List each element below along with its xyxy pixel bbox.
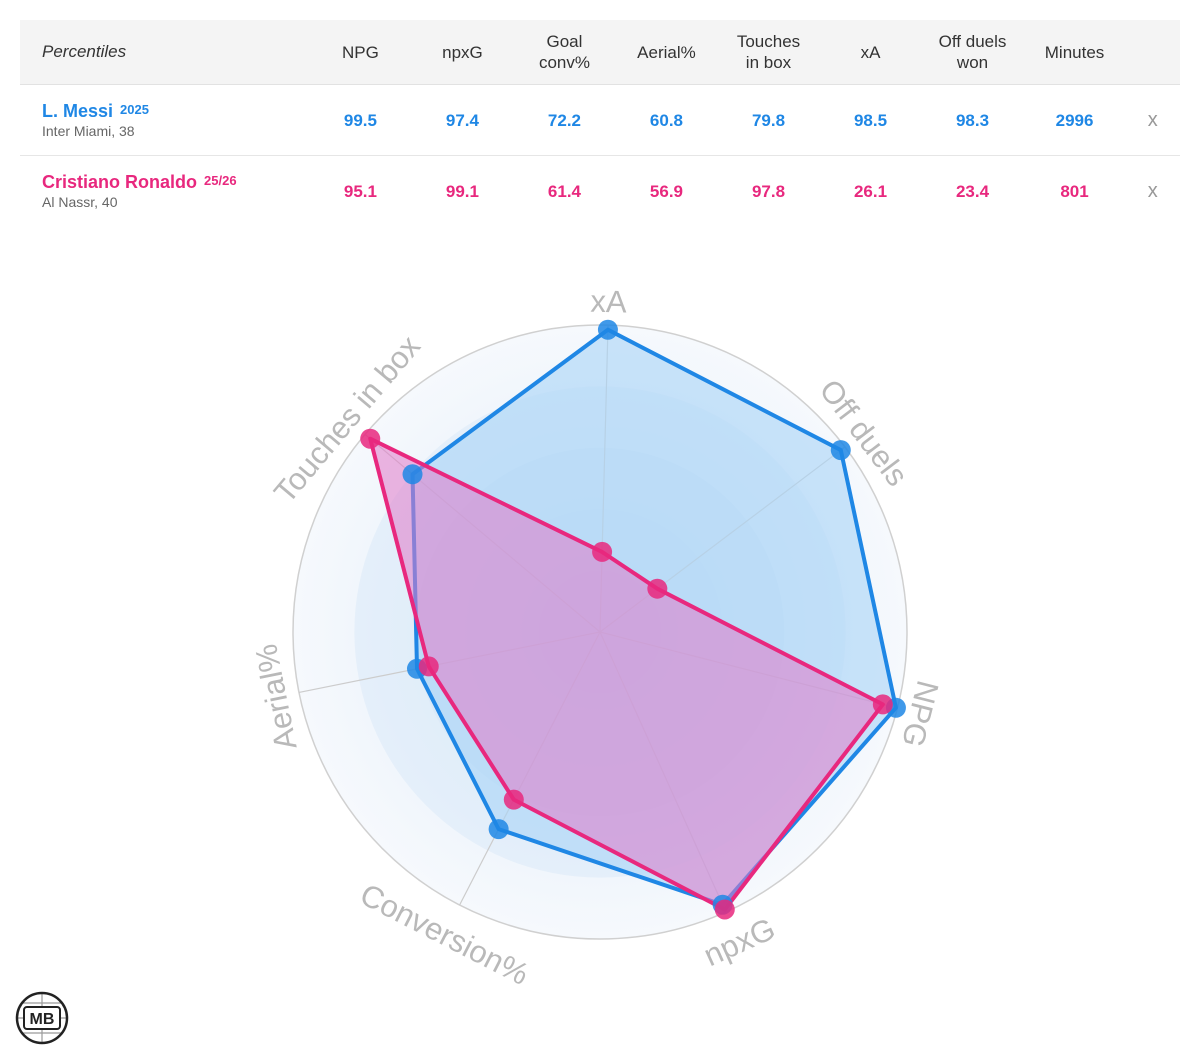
value-off-duels-won: 98.3 [955, 110, 990, 130]
header-npxg[interactable]: npxG [442, 42, 483, 62]
player-season: 25/26 [204, 173, 237, 188]
radar-area-cristiano-ronaldo [368, 436, 885, 912]
value-touches-in-box: 79.8 [751, 110, 786, 130]
header-touches-in-box[interactable]: Touches in box [736, 32, 801, 72]
value-minutes: 801 [1060, 181, 1089, 201]
value-npg: 99.5 [343, 110, 377, 130]
radar-point-cristiano-ronaldo-aerial-[interactable] [418, 656, 439, 677]
value-npg: 95.1 [343, 181, 377, 201]
header-goal-conv[interactable]: Goal conv% [538, 32, 590, 72]
radar-series [360, 319, 906, 920]
header-aerial[interactable]: Aerial% [637, 42, 696, 62]
value-off-duels-won: 23.4 [955, 181, 990, 201]
radar-point-l-messi-touches-in-box[interactable] [402, 464, 423, 485]
player-name[interactable]: Cristiano Ronaldo [42, 172, 198, 192]
header-xa[interactable]: xA [860, 42, 881, 62]
percentiles-table: Percentiles NPG npxG Goal conv% Aerial% T… [20, 20, 1180, 226]
value-xa: 26.1 [853, 181, 888, 201]
radar-point-cristiano-ronaldo-conversion-[interactable] [503, 789, 524, 810]
value-goal-conv: 72.2 [547, 110, 581, 130]
header-minutes[interactable]: Minutes [1044, 42, 1105, 62]
player-info: Al Nassr, 40 [42, 194, 118, 210]
radar-point-l-messi-conversion-[interactable] [488, 819, 509, 840]
value-aerial: 60.8 [649, 110, 684, 130]
player-name[interactable]: L. Messi [42, 101, 114, 121]
radar-point-l-messi-off-duels[interactable] [830, 440, 851, 461]
player-cell: L. Messi 2025 Inter Miami, 38 [20, 101, 309, 139]
value-minutes: 2996 [1055, 110, 1094, 130]
value-npxg: 97.4 [445, 110, 479, 130]
header-npg[interactable]: NPG [342, 42, 379, 62]
logo-icon: MB [15, 991, 69, 1045]
table-row: Cristiano Ronaldo 25/26 Al Nassr, 40 95.… [20, 156, 1180, 226]
value-aerial: 56.9 [649, 181, 684, 201]
player-cell: Cristiano Ronaldo 25/26 Al Nassr, 40 [20, 172, 309, 210]
radar-point-cristiano-ronaldo-npxg[interactable] [714, 899, 735, 920]
table-header: Percentiles NPG npxG Goal conv% Aerial% T… [20, 20, 1180, 85]
radar-point-cristiano-ronaldo-npg[interactable] [872, 694, 893, 715]
axis-label-xa: xA [590, 284, 627, 320]
value-touches-in-box: 97.8 [751, 181, 786, 201]
value-goal-conv: 61.4 [547, 181, 581, 201]
radar-point-cristiano-ronaldo-touches-in-box[interactable] [360, 428, 381, 449]
remove-player-button[interactable]: x [1147, 108, 1158, 131]
value-xa: 98.5 [853, 110, 888, 130]
logo-text: MB [30, 1011, 55, 1028]
remove-player-button[interactable]: x [1147, 179, 1158, 202]
player-season: 2025 [120, 102, 149, 117]
brand-logo: MB [15, 991, 69, 1045]
table-row: L. Messi 2025 Inter Miami, 38 99.5 97.4 … [20, 85, 1180, 156]
header-percentiles: Percentiles [42, 42, 127, 61]
radar-point-l-messi-xa[interactable] [597, 319, 618, 340]
value-npxg: 99.1 [445, 181, 479, 201]
radar-point-cristiano-ronaldo-xa[interactable] [592, 541, 613, 562]
header-off-duels-won[interactable]: Off duels won [938, 32, 1007, 72]
player-info: Inter Miami, 38 [42, 123, 135, 139]
axis-label-npxg: npxG [698, 911, 780, 973]
radar-point-cristiano-ronaldo-off-duels[interactable] [647, 578, 668, 599]
